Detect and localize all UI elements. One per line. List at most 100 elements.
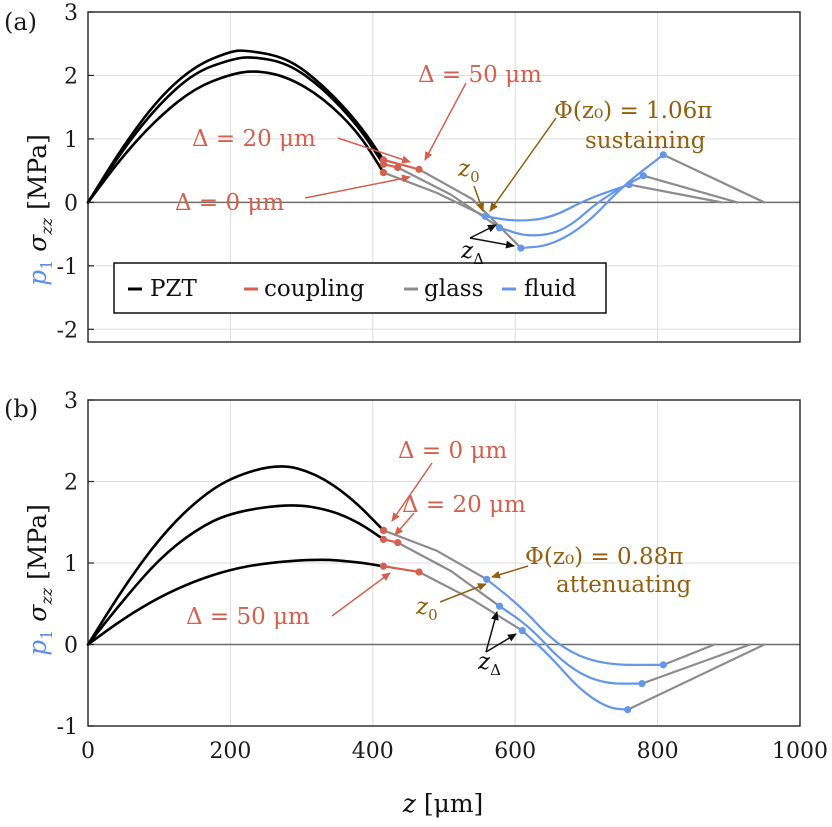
series-line-coupling (382, 565, 421, 574)
y-tick-label: 3 (64, 389, 78, 414)
series-line-glass (382, 529, 488, 581)
panel-a-series (86, 49, 766, 252)
series-line-glass (662, 643, 716, 666)
series-line-pzt (86, 49, 385, 204)
legend-label-pzt: PZT (150, 276, 197, 302)
y-tick-label: 3 (64, 1, 78, 26)
arrow-b-delta-0 (391, 462, 433, 522)
point-marker-fluid (625, 181, 633, 189)
panel-a-label: (a) (4, 8, 37, 36)
point-marker-fluid (518, 627, 526, 635)
legend-label-coupling: coupling (264, 276, 365, 302)
y-tick-label: -1 (57, 715, 78, 740)
panel-b-grid (87, 399, 801, 727)
series-line-pzt (86, 56, 385, 204)
series-line-glass (640, 643, 752, 685)
point-marker-coupling (394, 539, 402, 547)
series-line-fluid (498, 605, 644, 685)
arrow-a-phi (489, 117, 557, 212)
series-line-pzt (86, 504, 385, 646)
y-tick-label: 2 (64, 471, 78, 496)
x-tick-label: 800 (637, 739, 679, 764)
annot-b-delta-0: Δ = 0 μm (398, 438, 507, 464)
y-tick-label: -2 (57, 318, 78, 343)
panel-a-ticks: 3 2 1 0 -1 -2 (57, 1, 94, 343)
point-marker-fluid (638, 680, 646, 688)
point-marker-fluid (639, 172, 647, 180)
arrow-a-delta-20 (337, 137, 411, 164)
panel-b-ylabel: p1 σzz [MPa] (23, 504, 56, 656)
arrow-a-z0 (473, 185, 485, 212)
series-line-coupling (382, 158, 421, 171)
x-axis-label: z [μm] (402, 789, 484, 818)
annot-a-z0: z0 (457, 156, 480, 186)
legend-label-glass: glass (424, 276, 483, 302)
x-tick-label: 600 (494, 739, 536, 764)
annot-a-phi: Φ(z₀) = 1.06π (554, 98, 712, 124)
annot-a-phi-note: sustaining (585, 128, 706, 154)
x-tick-label: 0 (81, 739, 95, 764)
svg-text:p1 σzz [MPa]: p1 σzz [MPa] (23, 504, 56, 656)
point-marker-coupling (379, 168, 388, 177)
point-marker-coupling (379, 535, 388, 543)
point-marker-coupling (379, 526, 388, 535)
annot-a-delta-0: Δ = 0 μm (175, 190, 284, 216)
annot-a-delta-20: Δ = 20 μm (192, 126, 316, 152)
point-marker-fluid (659, 661, 667, 669)
annot-b-phi: Φ(z₀) = 0.88π (525, 544, 683, 570)
legend-box (113, 262, 607, 314)
annot-b-delta-20: Δ = 20 μm (402, 492, 526, 518)
point-marker-fluid (624, 706, 632, 714)
series-line-pzt (86, 465, 385, 646)
point-marker-coupling (379, 156, 388, 164)
panel-a-ylabel: p1 σzz [MPa] (23, 134, 56, 286)
x-tick-label: 400 (352, 739, 394, 764)
arrow-b-delta-20 (394, 512, 415, 536)
annot-b-delta-50: Δ = 50 μm (186, 604, 310, 630)
annot-b-z0: z0 (415, 594, 438, 624)
arrow-a-delta-50 (424, 82, 467, 161)
arrow-b-zdelta-1 (485, 611, 499, 653)
point-marker-fluid (517, 244, 525, 252)
annot-a-delta-50: Δ = 50 μm (418, 62, 542, 88)
series-line-pzt (86, 558, 385, 646)
arrow-a-zdelta-2 (469, 237, 515, 249)
arrow-b-delta-50 (331, 572, 391, 617)
point-marker-coupling (415, 165, 423, 173)
panel-b-label: (b) (4, 395, 38, 423)
arrow-b-phi (491, 565, 529, 579)
legend: PZT coupling glass fluid (113, 262, 607, 314)
panel-b-series (86, 465, 766, 714)
series-line-glass (417, 570, 524, 632)
panel-a-annotations: Δ = 50 μm Δ = 20 μm Δ = 0 μm Φ(z₀) = 1.0… (175, 62, 712, 268)
svg-text:p1 σzz [MPa]: p1 σzz [MPa] (23, 134, 56, 286)
point-marker-coupling (394, 163, 402, 172)
annot-a-zdelta: zΔ (460, 238, 484, 268)
legend-label-fluid: fluid (524, 276, 577, 302)
series-line-fluid (484, 183, 631, 222)
arrow-b-zdelta-2 (485, 633, 517, 653)
annot-b-zdelta: zΔ (477, 649, 501, 679)
point-marker-fluid (495, 602, 504, 610)
point-marker-fluid (483, 575, 491, 583)
series-line-fluid (498, 174, 645, 237)
arrow-a-zdelta-1 (469, 224, 497, 239)
series-line-fluid (519, 153, 665, 250)
x-tick-label: 1000 (772, 739, 828, 764)
panel-b-annotations: Δ = 0 μm Δ = 20 μm Δ = 50 μm Φ(z₀) = 0.8… (186, 438, 692, 679)
annot-b-phi-note: attenuating (556, 572, 692, 598)
point-marker-fluid (495, 224, 504, 232)
y-tick-label: 2 (64, 64, 78, 89)
y-tick-label: 1 (64, 128, 78, 153)
x-tick-label: 200 (209, 739, 251, 764)
plot-frame (87, 11, 801, 343)
y-tick-label: 0 (64, 634, 78, 659)
series-line-fluid (485, 578, 665, 666)
series-line-pzt (86, 70, 385, 204)
series-line-glass (662, 153, 766, 204)
y-tick-label: 1 (64, 552, 78, 577)
series-line-glass (396, 541, 501, 608)
series-line-glass (626, 643, 766, 711)
